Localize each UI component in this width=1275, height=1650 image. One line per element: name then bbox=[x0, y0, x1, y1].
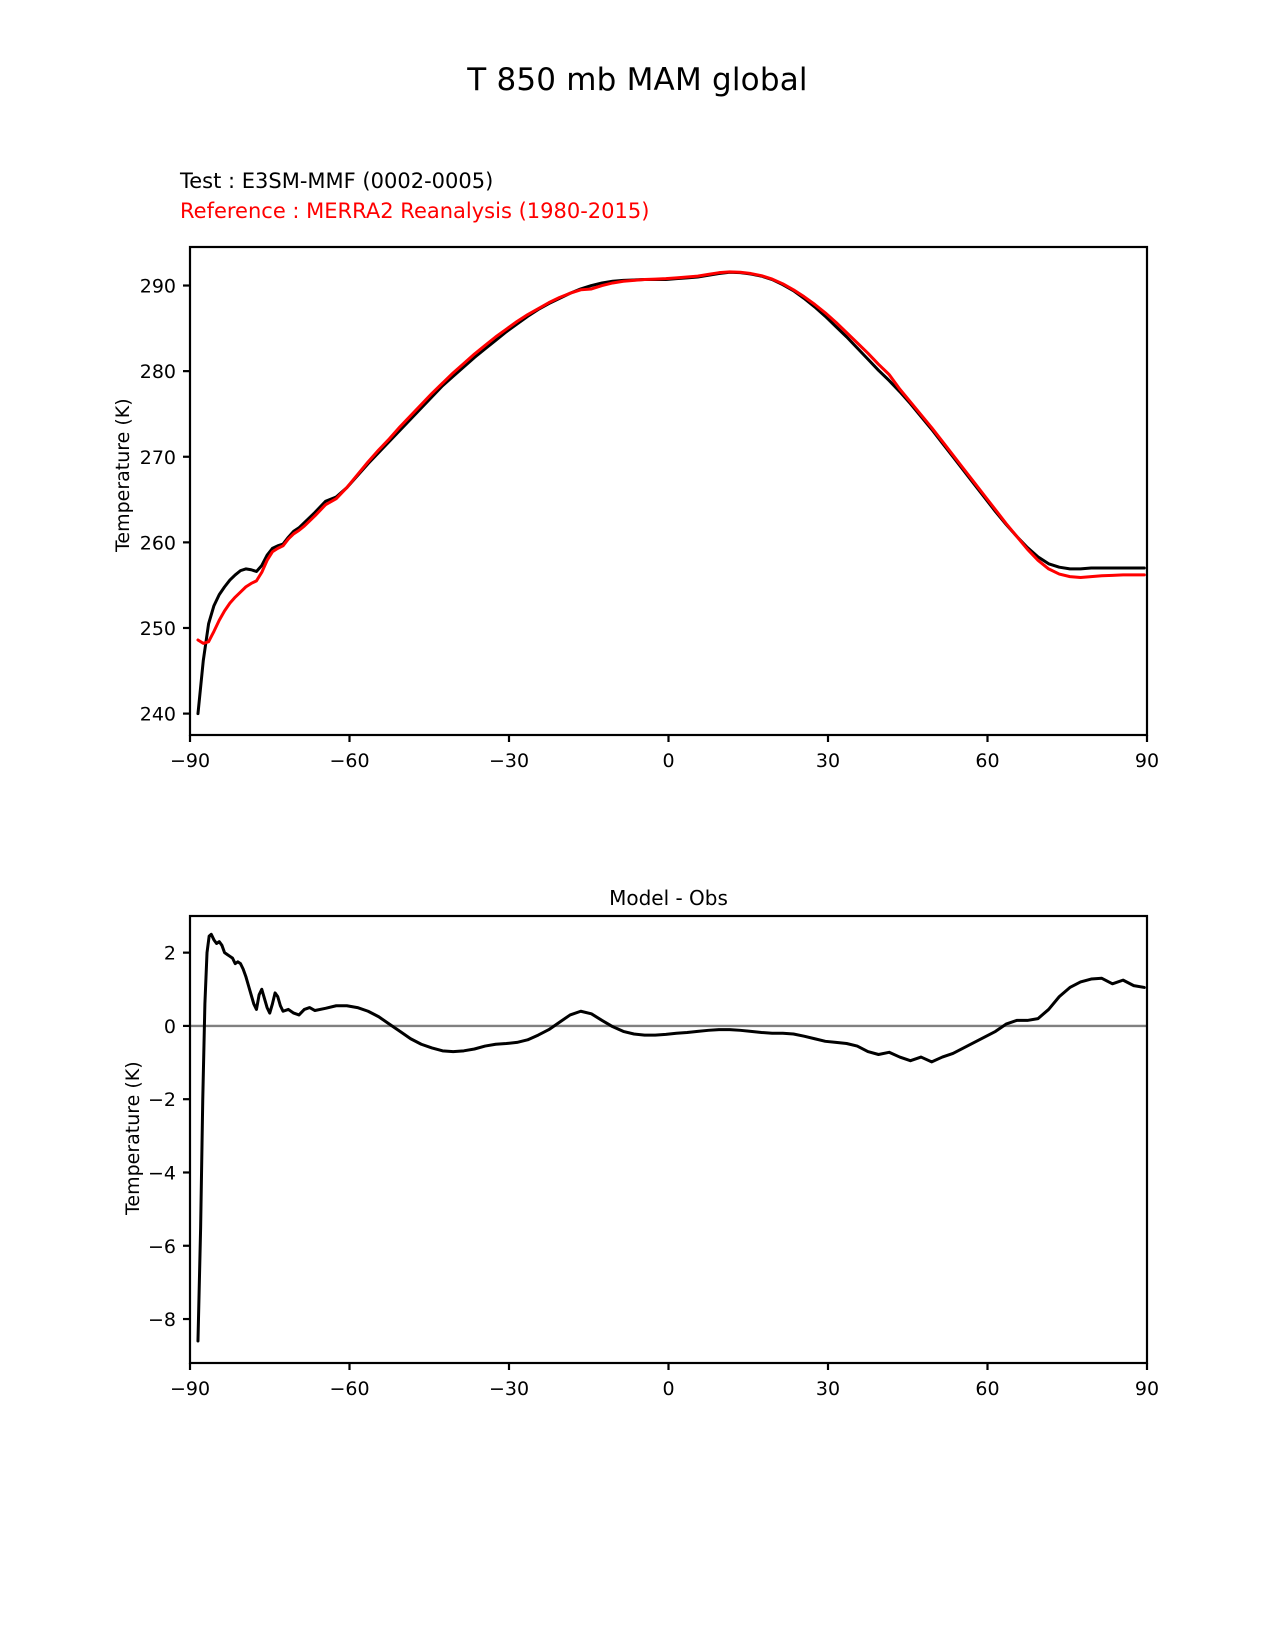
legend-test-label: Test : E3SM-MMF (0002-0005) bbox=[180, 169, 494, 193]
bottom-panel-plot: −90 −60 −30 0 30 60 90 2 0 −2 −4 −6 −8 bbox=[148, 914, 1159, 1400]
x-tick-label: −60 bbox=[329, 750, 369, 772]
y-tick-label: 0 bbox=[164, 1016, 176, 1038]
x-tick-label: −30 bbox=[489, 1378, 529, 1400]
x-tick-label: 30 bbox=[816, 1378, 840, 1400]
y-tick-label: 280 bbox=[140, 361, 176, 383]
y-tick-label: −6 bbox=[148, 1236, 176, 1258]
y-tick-label: 240 bbox=[140, 704, 176, 726]
x-tick-label: 60 bbox=[975, 750, 999, 772]
y-tick-label: −8 bbox=[148, 1309, 176, 1331]
x-tick-label: 30 bbox=[816, 750, 840, 772]
bottom-panel-title: Model - Obs bbox=[609, 886, 728, 910]
x-tick-label: 0 bbox=[662, 750, 674, 772]
series-line-0 bbox=[196, 932, 1146, 1343]
y-tick-label: 250 bbox=[140, 618, 176, 640]
figure-title: T 850 mb MAM global bbox=[467, 62, 808, 98]
y-tick-label: 290 bbox=[140, 276, 176, 298]
legend-reference-label: Reference : MERRA2 Reanalysis (1980-2015… bbox=[180, 199, 650, 223]
axis-frame bbox=[188, 245, 1149, 737]
x-tick-label: −90 bbox=[170, 750, 210, 772]
y-tick-label: −4 bbox=[148, 1162, 176, 1184]
x-tick-label: −30 bbox=[489, 750, 529, 772]
legend: Test : E3SM-MMF (0002-0005) Reference : … bbox=[180, 166, 649, 226]
y-tick-label: 270 bbox=[140, 447, 176, 469]
x-tick-label: 90 bbox=[1135, 750, 1159, 772]
y-tick-label: 2 bbox=[164, 943, 176, 965]
x-tick-label: 90 bbox=[1135, 1378, 1159, 1400]
top-panel-plot: −90 −60 −30 0 30 60 90 240 250 260 270 280 290 bbox=[140, 245, 1159, 772]
axis-frame bbox=[188, 914, 1149, 1365]
y-tick-label: −2 bbox=[148, 1089, 176, 1111]
x-tick-label: 0 bbox=[662, 1378, 674, 1400]
y-tick-label: 260 bbox=[140, 532, 176, 554]
x-tick-label: −60 bbox=[329, 1378, 369, 1400]
series-line-1 bbox=[196, 270, 1146, 645]
x-tick-label: 60 bbox=[975, 1378, 999, 1400]
x-tick-label: −90 bbox=[170, 1378, 210, 1400]
